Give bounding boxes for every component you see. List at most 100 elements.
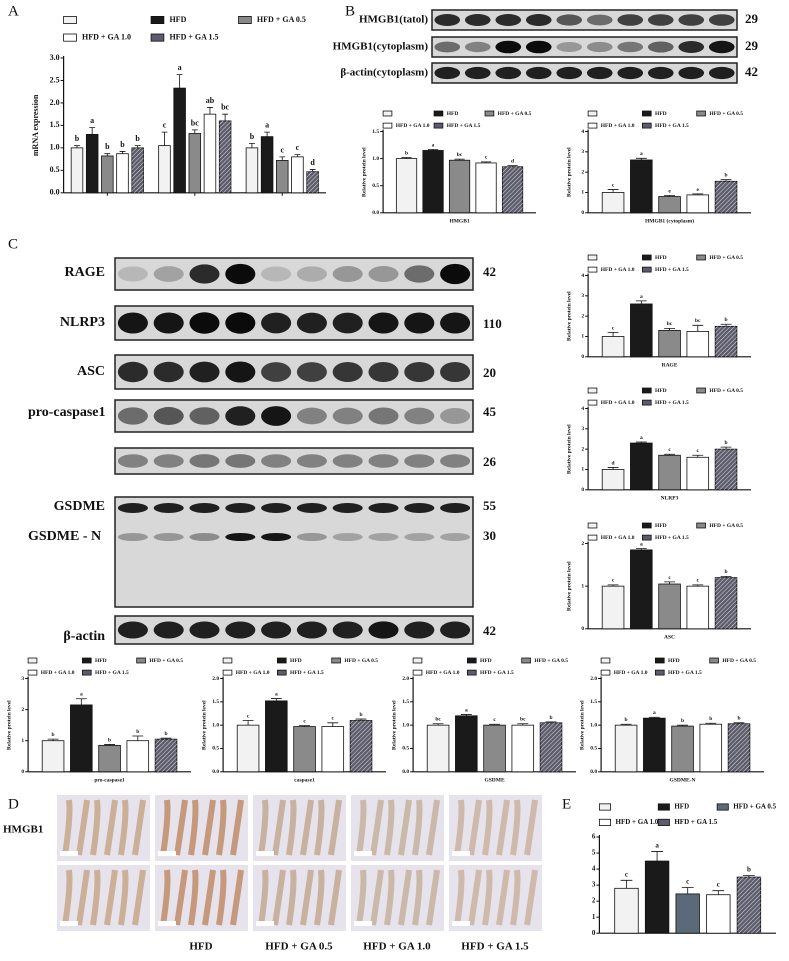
significance-letter: a bbox=[655, 841, 659, 849]
error-bar bbox=[401, 157, 412, 159]
tissue-fold bbox=[370, 869, 384, 926]
bar bbox=[455, 715, 478, 773]
y-tick-label: 2 bbox=[581, 541, 584, 547]
error-bar bbox=[427, 148, 439, 151]
tissue-fold bbox=[174, 869, 188, 926]
bar-hatch bbox=[715, 181, 737, 213]
error-bar bbox=[651, 851, 663, 862]
legend-label: HFD + GA 1.0 bbox=[601, 267, 635, 273]
significance-letter: c bbox=[280, 145, 284, 154]
blot-band bbox=[368, 503, 399, 513]
legend-swatch bbox=[600, 669, 611, 676]
significance-letter: c bbox=[247, 713, 250, 719]
bar bbox=[601, 336, 625, 358]
legend-swatch bbox=[587, 522, 598, 529]
y-tick-label: 1.0 bbox=[590, 722, 597, 728]
bar bbox=[321, 726, 345, 773]
legend-swatch bbox=[587, 110, 598, 117]
significance-letter: c bbox=[668, 575, 671, 581]
bar bbox=[483, 724, 506, 773]
tissue-fold bbox=[118, 869, 129, 926]
significance-letter: b bbox=[135, 134, 140, 143]
y-axis-label: Relative protein level bbox=[567, 147, 573, 197]
tissue-fold bbox=[104, 869, 118, 926]
significance-letter: c bbox=[697, 448, 700, 454]
tissue-fold bbox=[524, 799, 538, 856]
blot-mw: 42 bbox=[483, 264, 496, 279]
significance-letter: c bbox=[493, 717, 496, 723]
bar bbox=[293, 726, 316, 773]
tissue-fold bbox=[384, 799, 395, 856]
significance-letter: b bbox=[724, 317, 727, 323]
blot-band bbox=[153, 312, 184, 334]
y-tick-label: 0 bbox=[581, 487, 584, 493]
blot-label: β-actin(cytoplasm) bbox=[340, 67, 428, 79]
error-bar bbox=[692, 454, 704, 458]
bar bbox=[260, 136, 274, 194]
error-bar bbox=[89, 127, 96, 135]
x-tick-label: HMGB1 bbox=[449, 218, 469, 224]
y-axis-label: Relative protein level bbox=[567, 424, 573, 474]
error-bar bbox=[309, 169, 316, 172]
blot-band bbox=[368, 533, 399, 541]
legend-label: HFD + GA 1.0 bbox=[82, 32, 131, 41]
y-tick-label: 3 bbox=[581, 293, 584, 299]
error-bar bbox=[607, 332, 619, 337]
error-bar bbox=[119, 151, 126, 154]
bar bbox=[706, 894, 731, 934]
blot-band bbox=[434, 41, 461, 53]
legend-swatch bbox=[696, 110, 706, 117]
tissue-fold bbox=[90, 869, 101, 926]
error-bar bbox=[648, 716, 660, 719]
bar bbox=[98, 744, 121, 773]
error-bar bbox=[635, 157, 647, 160]
y-tick-label: 1 bbox=[21, 738, 24, 744]
tissue-fold bbox=[118, 799, 129, 856]
legend-swatch bbox=[642, 534, 652, 541]
legend-swatch bbox=[642, 254, 652, 261]
legend-swatch bbox=[709, 657, 719, 664]
blot-band bbox=[556, 14, 583, 26]
legend-swatch bbox=[696, 387, 706, 394]
bar bbox=[101, 155, 114, 194]
legend-label: HFD bbox=[674, 803, 689, 811]
bar bbox=[601, 192, 625, 214]
blot-band bbox=[404, 265, 435, 283]
significance-letter: bc bbox=[221, 103, 229, 112]
error-bar bbox=[242, 720, 254, 726]
blot-band bbox=[332, 361, 363, 383]
error-bar bbox=[545, 721, 557, 723]
tissue-fold bbox=[510, 799, 521, 856]
error-bar bbox=[720, 323, 732, 327]
panel-letter: C bbox=[8, 236, 18, 252]
bar bbox=[265, 700, 288, 773]
y-tick-label: 6 bbox=[592, 833, 596, 841]
error-bar bbox=[692, 193, 704, 195]
tissue-fold bbox=[328, 799, 342, 856]
tissue-fold bbox=[412, 799, 423, 856]
blot-label: RAGE bbox=[65, 265, 105, 280]
y-tick-label: 5 bbox=[592, 849, 596, 857]
significance-letter: bc bbox=[191, 118, 199, 127]
significance-letter: b bbox=[709, 716, 712, 722]
tissue-fold bbox=[412, 869, 423, 926]
legend-label: HFD + GA 1.0 bbox=[426, 670, 460, 676]
legend-swatch bbox=[642, 399, 652, 406]
tissue-fold bbox=[300, 799, 314, 856]
tissue-fold bbox=[510, 869, 521, 926]
significance-letter: c bbox=[697, 578, 700, 584]
x-tick-label: RAGE bbox=[662, 362, 678, 368]
y-tick-label: 2 bbox=[592, 897, 596, 905]
legend-label: HFD + GA 0.5 bbox=[709, 255, 743, 261]
tissue-fold bbox=[76, 869, 90, 926]
bar bbox=[70, 147, 84, 194]
error-bar bbox=[432, 723, 444, 726]
significance-letter: c bbox=[163, 121, 167, 130]
blot-band bbox=[368, 266, 399, 282]
bar-hatch bbox=[131, 147, 144, 193]
significance-letter: b bbox=[625, 717, 628, 723]
legend-label: HFD + GA 1.0 bbox=[614, 670, 648, 676]
blot-band bbox=[189, 407, 220, 425]
y-tick-label: 1.5 bbox=[402, 699, 409, 705]
bar bbox=[630, 442, 653, 491]
